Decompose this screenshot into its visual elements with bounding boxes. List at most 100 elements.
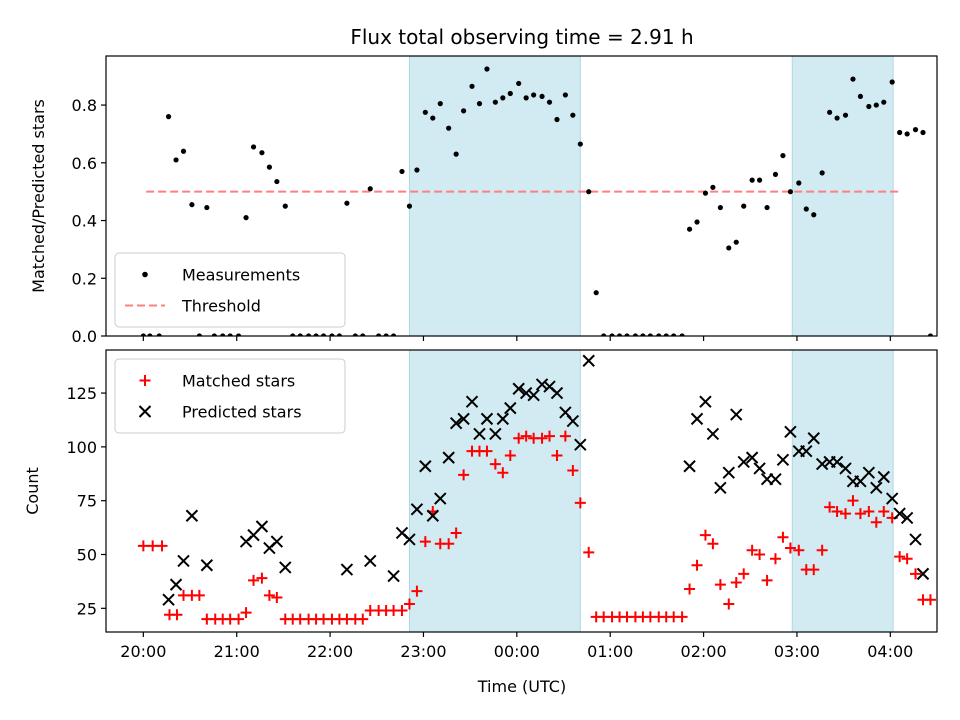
series-0-point-99 — [912, 127, 919, 133]
series-0-point-90 — [839, 508, 851, 520]
series-0-point-98 — [901, 553, 913, 565]
series-0-point-83 — [784, 542, 796, 554]
series-0-point-55 — [567, 465, 579, 477]
series-0-point-8 — [204, 204, 210, 211]
series-0-point-94 — [870, 516, 882, 528]
series-1-point-31 — [527, 388, 540, 402]
series-0-point-45 — [489, 458, 501, 470]
series-1-point-17 — [419, 460, 432, 473]
series-0-point-60 — [609, 333, 615, 336]
legend-threshold-label: Threshold — [181, 297, 261, 316]
series-0-point-86 — [808, 564, 820, 576]
series-0-point-86 — [811, 212, 817, 218]
series-marks — [137, 354, 936, 625]
series-0-point-13 — [240, 607, 252, 619]
series-0-point-41 — [458, 469, 470, 481]
series-0-point-48 — [513, 432, 525, 444]
x-tick-label-4: 00:00 — [494, 642, 540, 661]
series-0-point-58 — [593, 290, 599, 296]
series-0-point-44 — [481, 445, 493, 457]
series-0-point-49 — [520, 430, 532, 442]
series-1-point-28 — [504, 401, 517, 415]
series-1-point-48 — [753, 462, 766, 475]
series-1-point-3 — [185, 509, 199, 522]
series-0-point-0 — [137, 540, 149, 552]
y-tick-label-2: 75 — [77, 492, 97, 511]
series-0-point-71 — [691, 559, 703, 571]
series-1-point-19 — [434, 492, 447, 505]
x-tick-label-3: 23:00 — [400, 642, 446, 661]
series-0-point-82 — [777, 531, 789, 543]
x-tick-label-2: 22:00 — [307, 642, 353, 661]
bottom-panel-count-plot: 25 50 75 100 125 20:00 21:00 22:00 23:00 00:00 01:… — [23, 349, 938, 661]
x-tick-label-1: 21:00 — [214, 642, 260, 661]
series-1-point-69 — [916, 567, 930, 581]
series-1-point-30 — [519, 386, 533, 400]
series-1-point-13 — [387, 569, 400, 583]
series-0-point-50 — [531, 92, 537, 98]
series-0-point-76 — [733, 239, 739, 245]
y-tick-label-1: 0.2 — [72, 269, 97, 288]
series-0-point-4 — [171, 609, 183, 621]
x-tick-label-0: 20:00 — [120, 642, 166, 661]
series-0-point-95 — [881, 99, 887, 105]
series-0-point-82 — [780, 152, 786, 159]
series-1-point-56 — [815, 457, 829, 471]
series-1-point-50 — [769, 472, 782, 486]
series-0-point-66 — [656, 333, 662, 336]
x-tick-label-7: 03:00 — [774, 642, 820, 661]
series-1-point-40 — [690, 412, 704, 426]
series-0-point-1 — [147, 333, 153, 336]
series-0-point-63 — [632, 333, 639, 336]
series-1-point-34 — [550, 386, 564, 400]
series-0-point-7 — [196, 333, 202, 336]
series-0-point-64 — [640, 333, 646, 336]
series-0-point-31 — [383, 333, 389, 336]
series-1-point-36 — [566, 414, 580, 428]
series-0-point-69 — [676, 611, 688, 623]
series-0-point-35 — [411, 585, 423, 597]
x-tick-label-8: 04:00 — [867, 642, 913, 661]
series-1-point-59 — [839, 462, 852, 475]
series-1-point-22 — [457, 412, 470, 426]
series-0-point-59 — [601, 333, 607, 336]
series-0-point-98 — [904, 131, 910, 137]
series-1-point-26 — [489, 427, 502, 441]
series-0-point-93 — [863, 505, 875, 517]
series-0-point-81 — [772, 171, 779, 177]
series-0-point-91 — [850, 76, 856, 82]
series-0-point-85 — [803, 206, 809, 212]
series-1-point-24 — [473, 427, 486, 441]
series-marks — [140, 66, 934, 336]
series-0-point-101 — [927, 333, 934, 336]
y-tick-label-0: 25 — [77, 599, 97, 618]
series-0-point-27 — [352, 333, 358, 336]
series-1-point-43 — [714, 481, 727, 494]
series-1-point-38 — [582, 354, 595, 367]
series-0-point-69 — [679, 333, 685, 336]
series-0-point-80 — [764, 204, 770, 211]
legend-series-0-label: Matched stars — [182, 372, 295, 391]
series-0-point-51 — [539, 93, 545, 100]
y-tick-label-1: 50 — [77, 546, 97, 565]
series-1-point-42 — [706, 427, 720, 441]
y-tick-label-4: 125 — [66, 384, 97, 403]
series-1-point-54 — [800, 444, 813, 458]
axes-frame — [105, 349, 938, 633]
series-1-point-32 — [535, 378, 549, 391]
legend-series-0-marker — [142, 271, 148, 278]
series-0-point-74 — [717, 204, 723, 211]
series-0-point-41 — [461, 108, 467, 114]
series-0-point-72 — [699, 529, 711, 541]
shaded-interval-1 — [791, 55, 894, 337]
shaded-interval-1 — [791, 349, 894, 633]
series-1-point-11 — [340, 563, 354, 576]
series-0-point-54 — [559, 430, 571, 442]
series-0-point-28 — [360, 333, 366, 336]
series-0-point-78 — [746, 544, 758, 556]
series-1-point-16 — [410, 503, 424, 516]
series-0-point-17 — [274, 178, 280, 185]
series-0-point-75 — [726, 245, 732, 251]
series-1-point-66 — [893, 507, 906, 520]
